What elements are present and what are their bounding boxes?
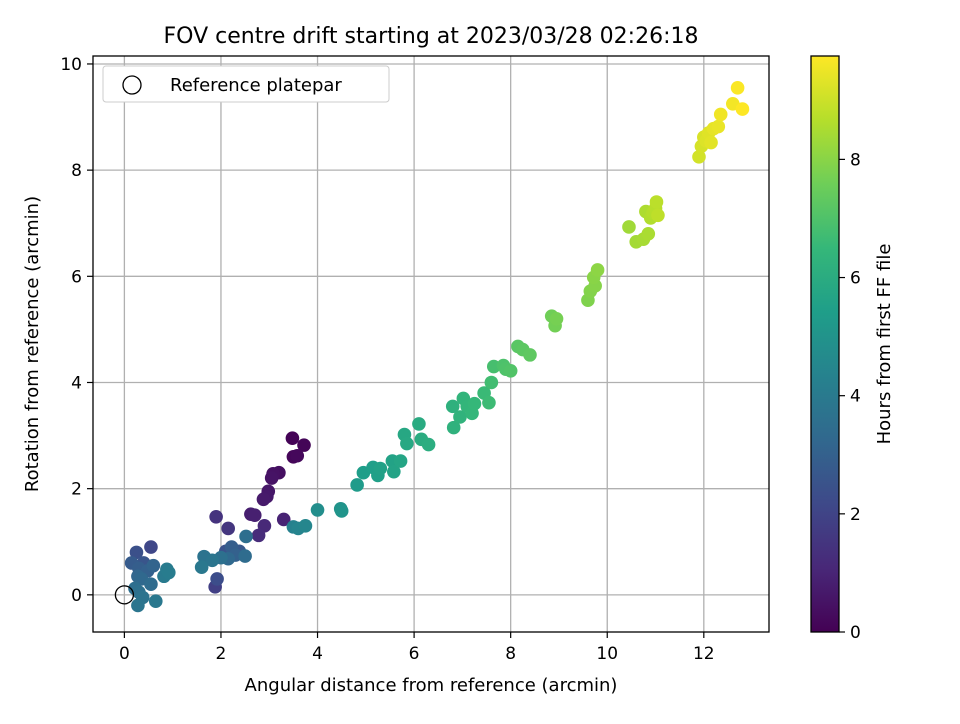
legend-marker [122, 75, 142, 95]
data-point [373, 461, 388, 476]
y-tick-label: 2 [71, 480, 82, 500]
data-point [549, 311, 564, 326]
data-point [622, 220, 636, 234]
data-point [146, 558, 161, 573]
data-point [350, 478, 364, 492]
data-point [590, 263, 605, 277]
data-point [129, 545, 144, 560]
data-point [148, 594, 163, 609]
colorbar-tick-label: 6 [850, 269, 861, 289]
colorbar-tick-label: 0 [850, 623, 861, 643]
data-points [124, 81, 750, 613]
data-point [239, 529, 253, 544]
data-point [446, 420, 461, 435]
colorbar-tick-label: 8 [850, 150, 861, 170]
legend-label: Reference platepar [170, 75, 342, 96]
data-point [735, 102, 750, 116]
x-axis-ticks: 0 2 4 6 8 10 12 [119, 632, 715, 664]
data-point [484, 375, 499, 390]
data-point [144, 540, 158, 554]
x-tick-label: 8 [505, 644, 516, 664]
y-tick-label: 10 [60, 55, 82, 75]
data-point [290, 448, 305, 463]
data-point [238, 549, 252, 563]
data-point [264, 471, 279, 485]
legend: Reference platepar [102, 65, 390, 103]
data-point [523, 348, 537, 362]
data-point [256, 492, 271, 507]
data-point [641, 227, 656, 241]
data-point [162, 565, 176, 580]
colorbar-tick-label: 2 [850, 505, 861, 525]
y-axis-ticks: 0 2 4 6 8 10 [60, 55, 93, 606]
x-tick-label: 10 [596, 644, 618, 664]
data-point [467, 396, 482, 411]
data-point [412, 417, 426, 431]
data-point [704, 135, 718, 150]
data-point [310, 503, 325, 517]
data-point [400, 436, 414, 451]
data-point [713, 107, 728, 122]
data-point [298, 519, 313, 533]
data-point [387, 464, 401, 479]
data-point [692, 150, 706, 164]
data-point [251, 528, 266, 543]
x-tick-label: 12 [693, 644, 715, 664]
data-point [421, 437, 436, 452]
colorbar: 0 2 4 6 8 Hours from first FF file [810, 55, 895, 643]
y-tick-label: 0 [71, 586, 82, 606]
data-point [209, 510, 223, 524]
reference-platepar-marker [114, 585, 135, 605]
x-tick-label: 6 [409, 644, 420, 664]
colorbar-label: Hours from first FF file [874, 244, 895, 445]
data-point [247, 508, 262, 523]
colorbar-ticks: 0 2 4 6 8 [839, 150, 861, 643]
data-point [711, 119, 726, 134]
data-point [276, 512, 291, 527]
x-axis-label: Angular distance from reference (arcmin) [245, 675, 618, 696]
data-point [221, 521, 235, 536]
data-point [205, 553, 220, 568]
data-point [194, 560, 209, 575]
data-point [144, 577, 158, 592]
data-point [482, 395, 496, 410]
y-tick-label: 4 [71, 373, 82, 393]
data-point [730, 81, 745, 95]
data-point [393, 454, 408, 468]
y-axis-label: Rotation from reference (arcmin) [22, 196, 43, 492]
x-tick-label: 4 [312, 644, 323, 664]
data-point [210, 572, 224, 586]
plot-frame [92, 55, 770, 633]
data-point [297, 438, 311, 452]
data-point [131, 598, 145, 613]
data-point [453, 410, 467, 424]
data-point [649, 195, 664, 209]
data-point [651, 208, 665, 223]
chart-title: FOV centre drift starting at 2023/03/28 … [164, 24, 699, 49]
colorbar-tick-label: 4 [850, 387, 861, 407]
x-tick-label: 2 [216, 644, 227, 664]
data-point [285, 431, 300, 446]
x-tick-label: 0 [119, 644, 130, 664]
y-tick-label: 8 [71, 161, 82, 181]
legend-box [102, 65, 390, 103]
data-point [445, 399, 460, 414]
y-tick-label: 6 [71, 267, 82, 287]
colorbar-gradient [810, 55, 840, 633]
grid-lines [93, 56, 769, 632]
data-point [334, 504, 349, 518]
data-point [503, 364, 518, 378]
